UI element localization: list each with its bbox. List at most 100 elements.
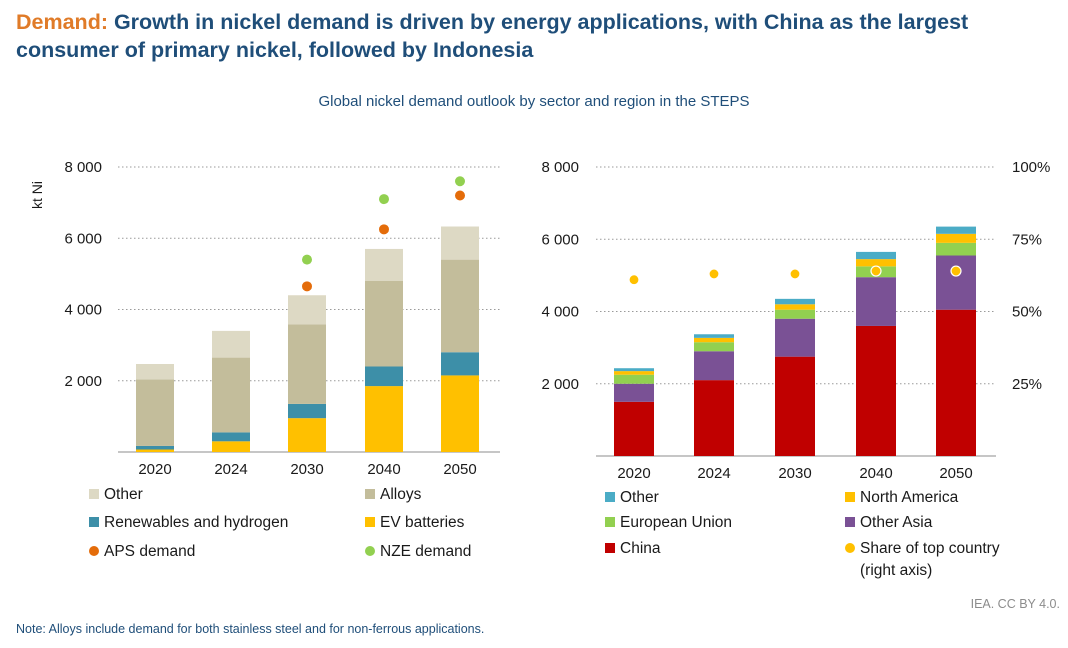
chart1-legend-label-other: Other <box>104 486 143 503</box>
chart1-y-tick-label: 2 000 <box>64 373 102 390</box>
chart2-bar-segment-china <box>614 401 654 456</box>
chart1-bar-segment-alloys <box>441 259 479 353</box>
chart1-bar-segment-alloys <box>136 379 174 446</box>
chart1-legend-swatch-nze-demand <box>365 546 375 556</box>
chart2-legend-swatch-share-of-top-country <box>845 543 855 553</box>
chart2-legend-swatch-european-union <box>605 517 615 527</box>
chart1-marker-nze-demand <box>302 254 312 265</box>
chart2-y-tick-label: 8 000 <box>541 159 579 176</box>
chart2-y-tick-label: 4 000 <box>541 304 579 321</box>
chart2-bar-segment-china <box>694 380 734 456</box>
chart2-bar-segment-european-union <box>614 374 654 384</box>
chart2-legend-label-other-asia: Other Asia <box>860 514 933 531</box>
chart2-y2-tick-label: 25% <box>1012 376 1042 393</box>
page-title: Demand: Growth in nickel demand is drive… <box>16 8 1056 64</box>
title-lead: Demand: <box>16 10 108 34</box>
chart2-legend-label-north-america: North America <box>860 489 959 506</box>
chart1-legend-label-aps-demand: APS demand <box>104 543 195 560</box>
chart2-bar-segment-other <box>614 368 654 372</box>
chart1-marker-aps-demand <box>379 224 389 235</box>
chart2-bar-segment-north-america <box>775 304 815 310</box>
chart1-bar-segment-other <box>136 364 174 380</box>
chart2-bar-segment-other <box>694 334 734 338</box>
chart1-bar-segment-renewables-and-hydrogen <box>441 352 479 376</box>
chart2-bar-segment-other-asia <box>856 277 896 326</box>
chart1-bar-segment-alloys <box>365 281 403 367</box>
credit-text: IEA. CC BY 4.0. <box>970 597 1060 611</box>
chart1-bar-segment-alloys <box>212 357 250 433</box>
chart2-bar-segment-european-union <box>936 242 976 256</box>
chart1-bar-segment-ev-batteries <box>212 441 250 452</box>
chart2-y-tick-label: 2 000 <box>541 376 579 393</box>
chart1-y-tick-label: 8 000 <box>64 159 102 176</box>
chart2-bar-segment-other-asia <box>775 318 815 357</box>
chart2-legend-label-european-union: European Union <box>620 514 732 531</box>
chart2-bar-segment-other <box>856 251 896 260</box>
chart2-legend-label-share-of-top-country: Share of top country <box>860 540 1000 557</box>
chart2-y-tick-label: 6 000 <box>541 231 579 248</box>
chart2-marker-share-of-top-country <box>950 265 962 277</box>
chart2-legend-swatch-other-asia <box>845 517 855 527</box>
chart1-legend-label-renewables-and-hydrogen: Renewables and hydrogen <box>104 514 288 531</box>
chart2-y2-tick-label: 100% <box>1012 159 1050 176</box>
chart1-bar-segment-renewables-and-hydrogen <box>288 403 326 419</box>
chart2-bar-segment-north-america <box>614 371 654 375</box>
chart2-bar-segment-north-america <box>856 259 896 267</box>
chart2-x-tick-label: 2024 <box>697 465 730 482</box>
chart1-legend-swatch-aps-demand <box>89 546 99 556</box>
chart1-bar-segment-other <box>288 295 326 325</box>
chart1-bar-segment-ev-batteries <box>365 386 403 452</box>
chart1-legend-swatch-other <box>89 489 99 499</box>
chart2-marker-share-of-top-country <box>789 268 801 280</box>
chart1-marker-aps-demand <box>455 190 465 201</box>
chart2-bar-segment-other-asia <box>936 255 976 310</box>
chart1-bar-segment-other <box>212 330 250 358</box>
chart2-x-tick-label: 2030 <box>778 465 811 482</box>
chart1-x-tick-label: 2050 <box>443 461 476 478</box>
chart1-bar-segment-ev-batteries <box>441 375 479 452</box>
chart2-bar-segment-china <box>856 325 896 456</box>
footnote: Note: Alloys include demand for both sta… <box>16 622 485 636</box>
chart1-bar-segment-renewables-and-hydrogen <box>365 366 403 387</box>
chart1-marker-nze-demand <box>455 176 465 187</box>
chart1-bar-segment-other <box>365 248 403 281</box>
chart2-bar-segment-china <box>775 356 815 456</box>
chart2-legend-swatch-china <box>605 543 615 553</box>
chart1-legend-swatch-renewables-and-hydrogen <box>89 517 99 527</box>
chart2-marker-share-of-top-country <box>628 274 640 286</box>
chart2-x-tick-label: 2040 <box>859 465 892 482</box>
chart1-y-tick-label: 4 000 <box>64 302 102 319</box>
chart2-marker-share-of-top-country <box>870 265 882 277</box>
chart1-x-tick-label: 2030 <box>290 461 323 478</box>
title-text: Growth in nickel demand is driven by ene… <box>16 10 969 62</box>
chart1-legend-label-ev-batteries: EV batteries <box>380 514 465 531</box>
chart1-bar-segment-ev-batteries <box>288 418 326 452</box>
chart2-bar-segment-other <box>936 226 976 234</box>
chart1-bar-segment-renewables-and-hydrogen <box>212 432 250 442</box>
chart1-y-tick-label: 6 000 <box>64 230 102 247</box>
chart1-legend-swatch-alloys <box>365 489 375 499</box>
chart2-x-tick-label: 2050 <box>939 465 972 482</box>
chart2-legend-swatch-other <box>605 492 615 502</box>
chart1-bar-segment-ev-batteries <box>136 449 174 452</box>
chart2-marker-share-of-top-country <box>708 268 720 280</box>
chart2-y2-tick-label: 50% <box>1012 304 1042 321</box>
chart1-x-tick-label: 2040 <box>367 461 400 478</box>
chart-subtitle: Global nickel demand outlook by sector a… <box>318 93 750 110</box>
chart2-legend-label-share-of-top-country-line2: (right axis) <box>860 562 932 579</box>
chart2-legend-label-other: Other <box>620 489 659 506</box>
chart1-legend-swatch-ev-batteries <box>365 517 375 527</box>
chart1-bar-segment-alloys <box>288 324 326 404</box>
chart1-x-tick-label: 2024 <box>214 461 247 478</box>
chart1-bar-segment-other <box>441 226 479 260</box>
chart2-bar-segment-other-asia <box>614 383 654 402</box>
chart2-legend-label-china: China <box>620 540 661 557</box>
chart1-bar-segment-renewables-and-hydrogen <box>136 445 174 450</box>
chart2-legend-swatch-north-america <box>845 492 855 502</box>
chart2-bar-segment-north-america <box>694 337 734 343</box>
chart1-marker-aps-demand <box>302 281 312 292</box>
chart1-legend-label-nze-demand: NZE demand <box>380 543 471 560</box>
chart2-x-tick-label: 2020 <box>617 465 650 482</box>
chart2-bar-segment-north-america <box>936 233 976 243</box>
